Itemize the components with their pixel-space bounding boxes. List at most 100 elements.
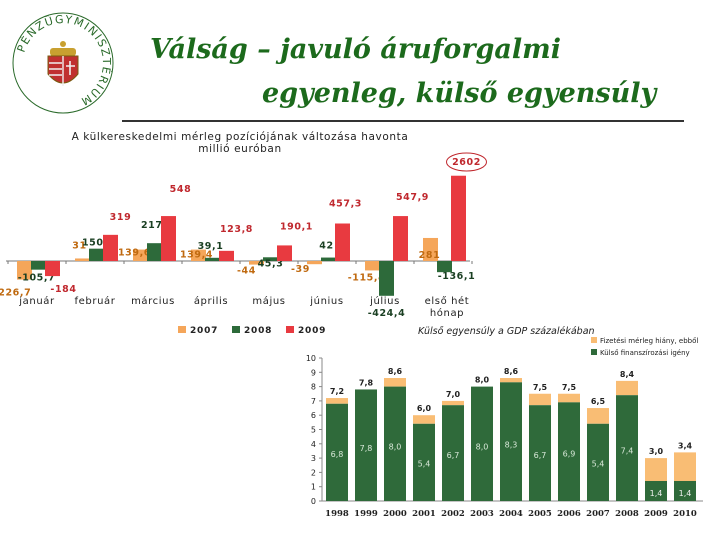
chart1-value-label: 190,1 bbox=[280, 221, 313, 232]
chart1-bar-2009 bbox=[393, 216, 408, 261]
chart2-category-label: 2004 bbox=[499, 509, 523, 519]
chart1-value-label: 45,3 bbox=[258, 258, 284, 269]
chart2-inner-label: 6,7 bbox=[447, 451, 460, 460]
chart2-category-label: 2007 bbox=[586, 509, 610, 519]
chart2-category-label: 2001 bbox=[412, 509, 436, 519]
chart1-value-label: 42 bbox=[319, 241, 333, 252]
chart1-bar-2007 bbox=[423, 237, 438, 261]
chart2-bar-financing bbox=[442, 405, 464, 501]
chart2-top-label: 6,5 bbox=[591, 397, 606, 406]
chart2-bar-financing bbox=[558, 402, 580, 501]
chart1-bar-2009 bbox=[103, 234, 118, 261]
chart2-bar-financing bbox=[674, 480, 696, 501]
chart2-y-tick-label: 2 bbox=[311, 468, 316, 477]
chart1-bar-2008 bbox=[379, 261, 394, 296]
chart2-bar-deficit bbox=[616, 380, 638, 396]
chart1-bar-2007 bbox=[17, 261, 32, 280]
chart2-title: Külső egyensúly a GDP százalékában bbox=[418, 326, 595, 337]
chart2-top-label: 7,2 bbox=[330, 387, 344, 396]
chart1-value-label: 2602 bbox=[452, 157, 481, 168]
chart1-category-label: július bbox=[369, 295, 400, 307]
chart1-value-label: -115,4 bbox=[348, 272, 386, 283]
chart1-category-label: május bbox=[252, 295, 285, 307]
chart1-value-label: 319 bbox=[110, 212, 132, 223]
chart1-value-label: -136,1 bbox=[438, 271, 476, 282]
chart2-top-label: 7,0 bbox=[446, 390, 461, 399]
chart2-top-label: 8,4 bbox=[620, 370, 635, 379]
chart1-bar-2008 bbox=[437, 261, 452, 273]
chart2-inner-label: 6,9 bbox=[563, 450, 576, 459]
chart1-bar-2007 bbox=[75, 258, 90, 261]
chart2-top-label: 6,0 bbox=[417, 404, 432, 413]
chart2-bar-financing bbox=[413, 423, 435, 501]
chart2-y-tick-label: 4 bbox=[311, 440, 316, 449]
chart2-legend-label: Külső finanszírozási igény bbox=[600, 348, 690, 357]
chart2-bar-deficit bbox=[442, 400, 464, 406]
title-line-2: egyenleg, külső egyensúly bbox=[262, 78, 657, 109]
chart2-bar-deficit bbox=[674, 452, 696, 481]
chart2-top-label: 8,0 bbox=[475, 376, 490, 385]
chart1-legend-swatch bbox=[178, 326, 186, 333]
chart1-category-label: január bbox=[18, 295, 55, 307]
chart2-bar-financing bbox=[500, 382, 522, 501]
chart2-bar-deficit bbox=[384, 378, 406, 387]
chart2-top-label: 7,5 bbox=[562, 383, 577, 392]
chart1-bar-2009 bbox=[277, 245, 292, 261]
chart1-value-label: -105,7 bbox=[18, 273, 56, 284]
chart1-bar-2008 bbox=[147, 243, 162, 261]
chart2-bar-financing bbox=[355, 389, 377, 501]
chart2-y-tick-label: 6 bbox=[311, 411, 316, 420]
chart2-y-tick-label: 9 bbox=[311, 368, 316, 377]
chart1-bar-2009 bbox=[451, 175, 466, 261]
chart1-bar-2008 bbox=[205, 257, 220, 261]
chart2-y-tick-label: 0 bbox=[311, 497, 316, 506]
chart2-bar-financing bbox=[645, 480, 667, 501]
chart2-category-label: 2010 bbox=[673, 509, 697, 519]
chart2-top-label: 7,5 bbox=[533, 383, 548, 392]
chart2-inner-label: 1,4 bbox=[650, 489, 663, 498]
chart1-bar-2008 bbox=[321, 257, 336, 261]
chart2-bar-financing bbox=[326, 403, 348, 501]
chart2-y-tick-label: 3 bbox=[311, 454, 316, 463]
title-divider bbox=[122, 120, 684, 122]
chart1-category-label: első hét bbox=[425, 295, 470, 307]
chart1-bar-2009 bbox=[45, 261, 60, 277]
chart1-bar-2007 bbox=[249, 261, 264, 265]
chart2-category-label: 2008 bbox=[615, 509, 639, 519]
chart2-y-tick-label: 5 bbox=[311, 426, 316, 435]
chart2-top-label: 8,6 bbox=[504, 367, 519, 376]
chart2-bar-deficit bbox=[326, 398, 348, 404]
chart1-bar-2007 bbox=[191, 249, 206, 261]
chart2-category-label: 2009 bbox=[644, 509, 668, 519]
chart1-value-label: -39 bbox=[291, 264, 310, 275]
slide-title: Válság – javuló áruforgalmi egyenleg, kü… bbox=[150, 28, 656, 116]
title-line-1: Válság – javuló áruforgalmi bbox=[150, 34, 561, 65]
chart1-value-label: 39,1 bbox=[198, 241, 224, 252]
chart2-bar-deficit bbox=[558, 393, 580, 403]
chart2-legend-swatch bbox=[591, 337, 597, 343]
chart1-value-label: -184 bbox=[50, 284, 76, 295]
chart1-value-label: 139,4 bbox=[180, 250, 213, 261]
chart1-value-label: 217,3 bbox=[141, 220, 174, 231]
chart2-y-tick-label: 10 bbox=[306, 354, 316, 363]
chart2-category-label: 2003 bbox=[470, 509, 494, 519]
chart2-top-label: 7,8 bbox=[359, 378, 374, 387]
chart1-bar-2009 bbox=[219, 250, 234, 261]
chart1-legend-swatch bbox=[286, 326, 294, 333]
chart1-value-label: -424,4 bbox=[368, 308, 406, 319]
chart2-bar-financing bbox=[529, 405, 551, 501]
chart1-highlight-circle bbox=[446, 152, 487, 172]
chart2-category-label: 2000 bbox=[383, 509, 407, 519]
chart2-bar-financing bbox=[616, 395, 638, 501]
chart2-top-label: 3,0 bbox=[649, 447, 664, 456]
chart2-top-label: 3,4 bbox=[678, 441, 693, 450]
chart2-inner-label: 8,3 bbox=[505, 441, 518, 450]
chart2-inner-label: 5,4 bbox=[592, 459, 605, 468]
chart1-value-label: 548 bbox=[170, 184, 192, 195]
chart2-bar-deficit bbox=[529, 393, 551, 406]
chart2-y-tick-label: 1 bbox=[311, 483, 316, 492]
chart1-value-label: -226,7 bbox=[0, 288, 31, 299]
chart2-y-tick-label: 7 bbox=[311, 397, 316, 406]
chart1-value-label: 281 bbox=[419, 250, 441, 261]
chart2-category-label: 2006 bbox=[557, 509, 581, 519]
